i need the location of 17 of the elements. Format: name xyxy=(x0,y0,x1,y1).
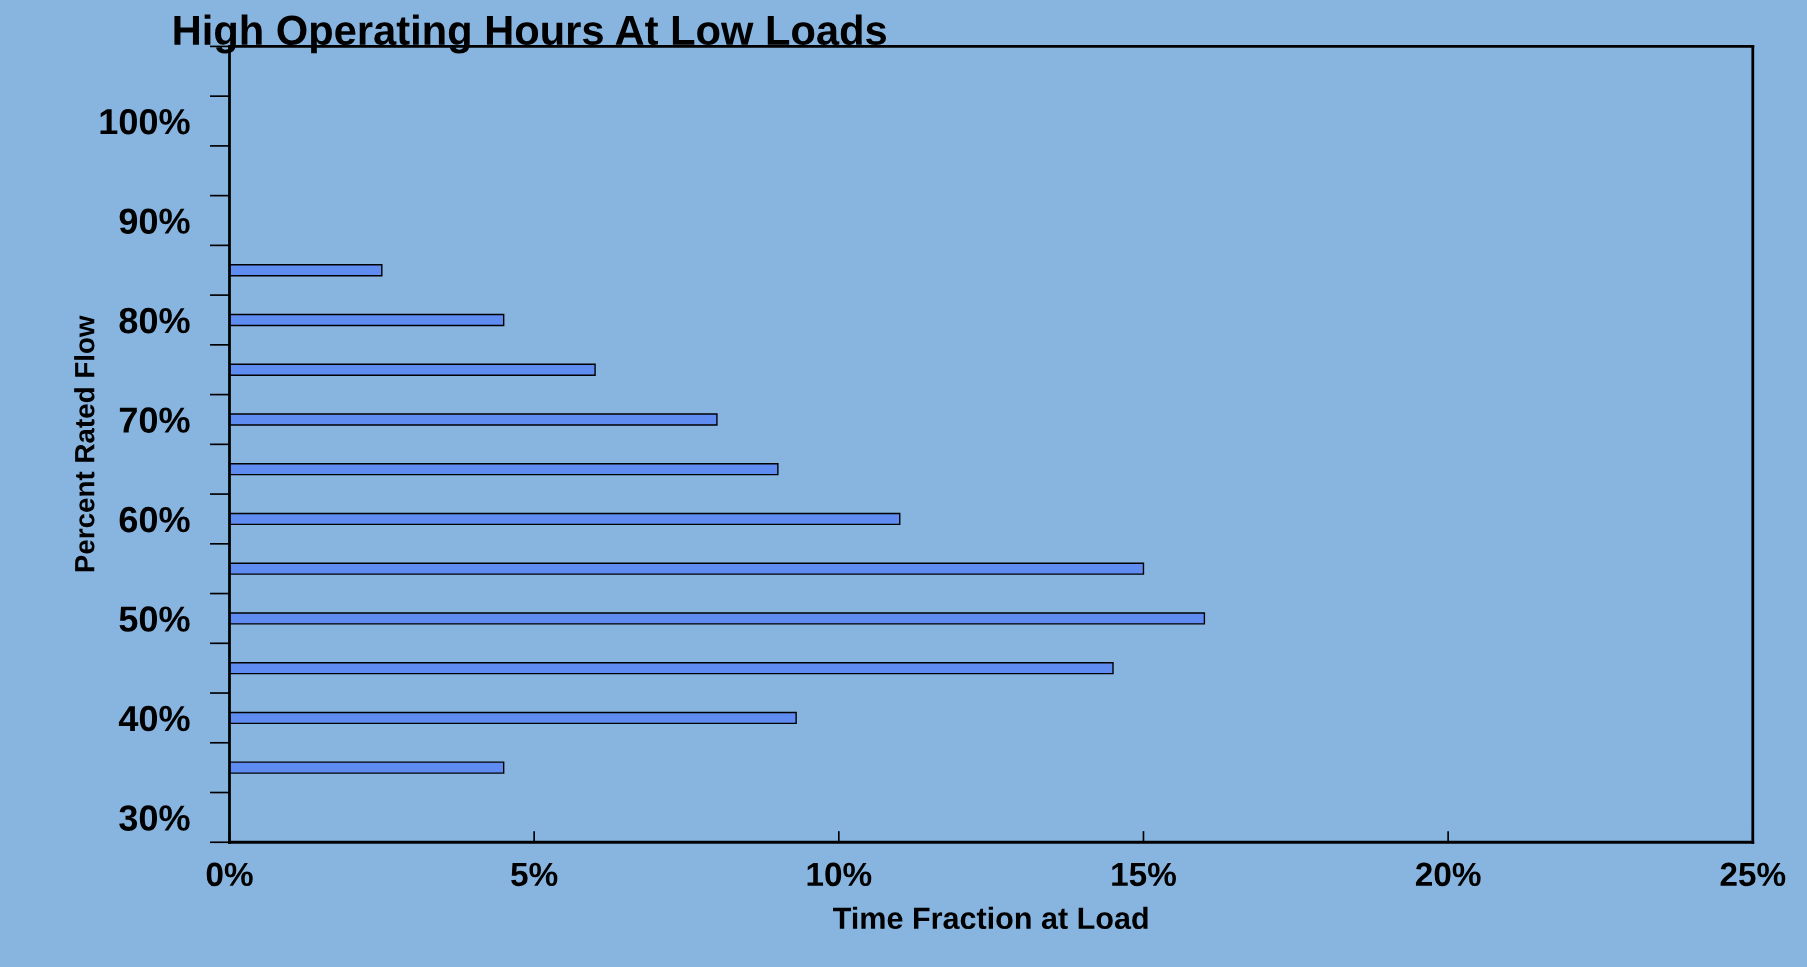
x-tick-label: 5% xyxy=(511,862,558,887)
y-tick-label: 30% xyxy=(119,805,190,831)
y-tick-label: 80% xyxy=(119,307,190,334)
y-tick-label: 60% xyxy=(119,506,190,533)
x-tick-label: 15% xyxy=(1112,862,1176,887)
x-tick-label: 0% xyxy=(206,862,253,887)
y-tick-label: 100% xyxy=(100,108,190,135)
y-tick-label: 70% xyxy=(119,407,190,433)
chart-title: High Operating Hours At Low Loads xyxy=(174,14,886,54)
x-tick-label: 25% xyxy=(1720,862,1786,887)
y-tick-label: 90% xyxy=(119,208,190,234)
y-tick-label: 50% xyxy=(119,606,190,632)
x-tick-label: 20% xyxy=(1415,862,1481,887)
x-tick-label: 10% xyxy=(807,862,872,887)
x-axis-title: Time Fraction at Load xyxy=(833,906,1148,930)
y-axis-title: Percent Rated Flow xyxy=(74,315,95,572)
y-tick-label: 40% xyxy=(118,705,190,732)
